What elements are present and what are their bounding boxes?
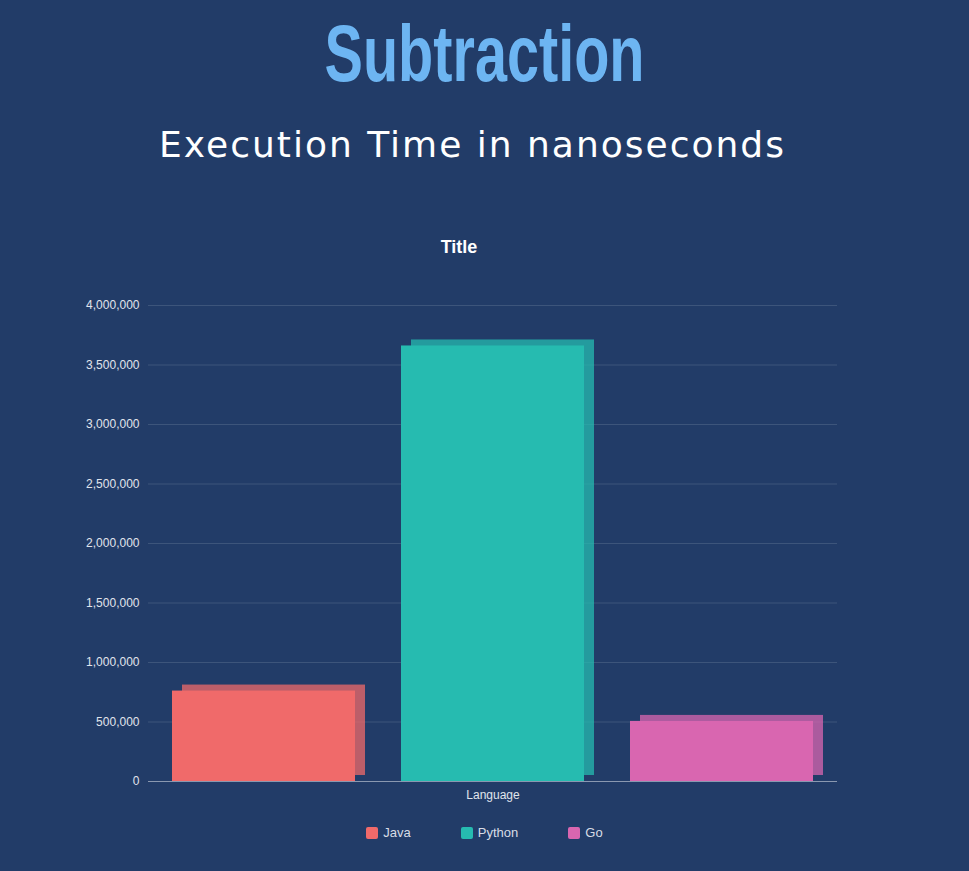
svg-text:1,500,000: 1,500,000 — [86, 596, 140, 610]
svg-text:Language: Language — [466, 788, 520, 802]
svg-text:1,000,000: 1,000,000 — [86, 655, 140, 669]
html-text:Python: Python — [477, 825, 519, 840]
svg-text:500,000: 500,000 — [96, 715, 140, 729]
svg-text:4,000,000: 4,000,000 — [86, 298, 140, 312]
html-text:Go: Go — [585, 825, 603, 840]
html-text:Subtraction: Subtraction — [324, 9, 645, 98]
svg-text:3,500,000: 3,500,000 — [86, 358, 140, 372]
html-text:Title: Title — [440, 237, 478, 257]
html-text:Execution Time in nanoseconds: Execution Time in nanoseconds — [159, 124, 786, 165]
svg-text:0: 0 — [133, 774, 140, 788]
html-text:Java: Java — [383, 825, 411, 840]
svg-text:2,500,000: 2,500,000 — [86, 477, 140, 491]
svg-text:2,000,000: 2,000,000 — [86, 536, 140, 550]
svg-text:3,000,000: 3,000,000 — [86, 417, 140, 431]
